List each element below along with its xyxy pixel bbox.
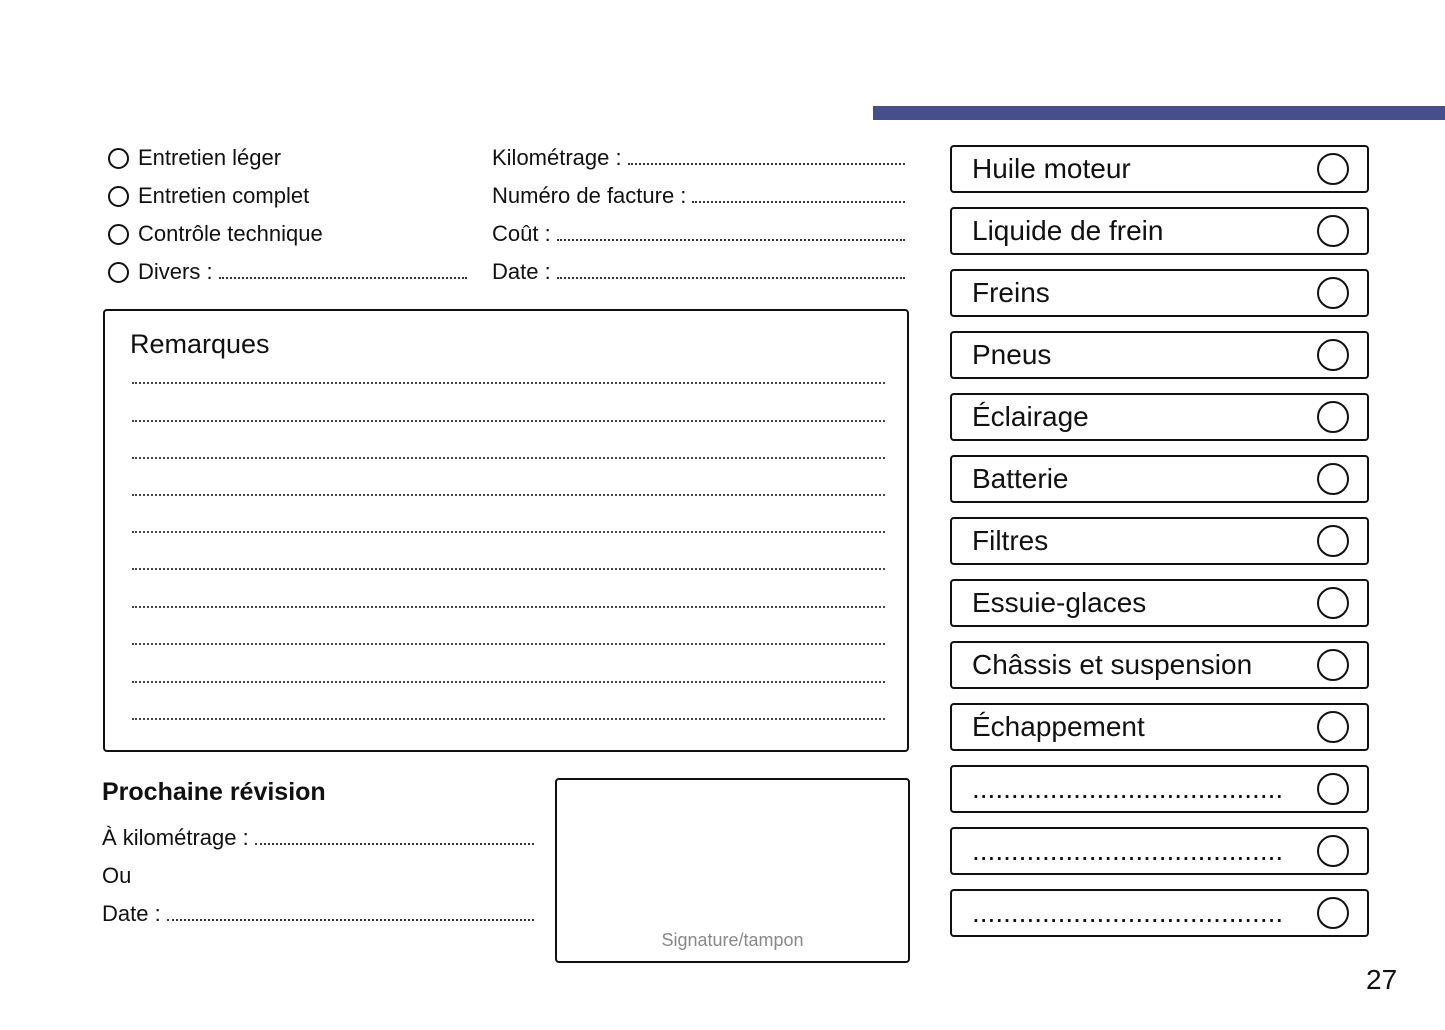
remarks-line[interactable] — [132, 420, 885, 422]
field-label: Date : — [492, 259, 551, 284]
page-number: 27 — [1366, 964, 1398, 995]
radio-icon[interactable] — [1317, 897, 1349, 929]
cost-field[interactable]: Coût : — [492, 219, 905, 249]
radio-icon[interactable] — [1317, 339, 1349, 371]
field-line[interactable] — [166, 919, 534, 921]
checklist-item[interactable]: Huile moteur — [950, 145, 1369, 193]
radio-icon[interactable] — [1317, 463, 1349, 495]
radio-icon[interactable] — [1317, 215, 1349, 247]
remarks-line[interactable] — [132, 568, 885, 570]
field-label: Coût : — [492, 221, 551, 246]
radio-icon[interactable] — [1317, 525, 1349, 557]
checklist-label: ........................................ — [972, 835, 1284, 866]
checklist-label: Éclairage — [972, 401, 1089, 432]
radio-icon[interactable] — [1317, 587, 1349, 619]
field-line[interactable] — [692, 201, 905, 203]
field-label: Numéro de facture : — [492, 183, 687, 208]
remarks-line[interactable] — [132, 606, 885, 608]
signature-box[interactable]: Signature/tampon — [555, 778, 910, 963]
mileage-field[interactable]: Kilométrage : — [492, 143, 905, 173]
divers-field[interactable] — [218, 277, 467, 279]
checklist-item[interactable]: Éclairage — [950, 393, 1369, 441]
radio-icon[interactable] — [1317, 711, 1349, 743]
remarks-line[interactable] — [132, 681, 885, 683]
option-label: Entretien léger — [138, 145, 282, 170]
checklist-label: Liquide de frein — [972, 215, 1164, 246]
remarks-box[interactable]: Remarques — [103, 309, 909, 752]
checklist-item[interactable]: Essuie-glaces — [950, 579, 1369, 627]
checklist-item[interactable]: Châssis et suspension — [950, 641, 1369, 689]
next-date-field[interactable]: Date : — [102, 899, 534, 929]
checklist-item[interactable]: Pneus — [950, 331, 1369, 379]
option-entretien-leger[interactable]: Entretien léger — [108, 143, 281, 173]
remarks-line[interactable] — [132, 494, 885, 496]
checklist-item[interactable]: Freins — [950, 269, 1369, 317]
checklist-item[interactable]: Filtres — [950, 517, 1369, 565]
checklist-label: ........................................ — [972, 897, 1284, 928]
checklist-label: Batterie — [972, 463, 1069, 494]
checklist-label: Châssis et suspension — [972, 649, 1253, 680]
or-label: Ou — [102, 861, 131, 891]
option-label: Divers : — [138, 259, 213, 284]
field-line[interactable] — [627, 163, 905, 165]
checklist-item[interactable]: Batterie — [950, 455, 1369, 503]
radio-icon[interactable] — [108, 261, 129, 283]
radio-icon[interactable] — [1317, 773, 1349, 805]
option-divers[interactable]: Divers : — [108, 257, 467, 287]
remarks-line[interactable] — [132, 643, 885, 645]
next-service-title: Prochaine révision — [102, 778, 326, 806]
radio-icon[interactable] — [1317, 835, 1349, 867]
field-line[interactable] — [556, 277, 905, 279]
checklist-item[interactable]: ........................................ — [950, 827, 1369, 875]
option-label: Entretien complet — [138, 183, 310, 208]
invoice-number-field[interactable]: Numéro de facture : — [492, 181, 905, 211]
field-label: À kilométrage : — [102, 825, 249, 850]
remarks-title: Remarques — [130, 329, 270, 359]
field-line[interactable] — [254, 843, 534, 845]
radio-icon[interactable] — [1317, 277, 1349, 309]
date-field[interactable]: Date : — [492, 257, 905, 287]
checklist-item[interactable]: ........................................ — [950, 889, 1369, 937]
field-label: Date : — [102, 901, 161, 926]
radio-icon[interactable] — [108, 147, 129, 169]
field-label: Kilométrage : — [492, 145, 622, 170]
checklist-label: ........................................ — [972, 773, 1284, 804]
checklist-label: Essuie-glaces — [972, 587, 1147, 618]
radio-icon[interactable] — [1317, 153, 1349, 185]
signature-label: Signature/tampon — [661, 930, 804, 950]
checklist-label: Filtres — [972, 525, 1049, 556]
checklist-item[interactable]: ........................................ — [950, 765, 1369, 813]
option-label: Contrôle technique — [138, 221, 323, 246]
option-controle-technique[interactable]: Contrôle technique — [108, 219, 323, 249]
field-line[interactable] — [556, 239, 905, 241]
or-text: Ou — [102, 863, 132, 888]
checklist-item[interactable]: Échappement — [950, 703, 1369, 751]
remarks-line[interactable] — [132, 382, 885, 384]
checklist-label: Huile moteur — [972, 153, 1131, 184]
radio-icon[interactable] — [108, 223, 129, 245]
remarks-line[interactable] — [132, 531, 885, 533]
checklist-label: Pneus — [972, 339, 1052, 370]
checklist-item[interactable]: Liquide de frein — [950, 207, 1369, 255]
radio-icon[interactable] — [1317, 401, 1349, 433]
radio-icon[interactable] — [1317, 649, 1349, 681]
radio-icon[interactable] — [108, 185, 129, 207]
remarks-line[interactable] — [132, 718, 885, 720]
option-entretien-complet[interactable]: Entretien complet — [108, 181, 309, 211]
header-accent-bar — [873, 106, 1445, 120]
checklist-label: Échappement — [972, 711, 1145, 742]
remarks-line[interactable] — [132, 457, 885, 459]
checklist-label: Freins — [972, 277, 1050, 308]
next-mileage-field[interactable]: À kilométrage : — [102, 823, 534, 853]
